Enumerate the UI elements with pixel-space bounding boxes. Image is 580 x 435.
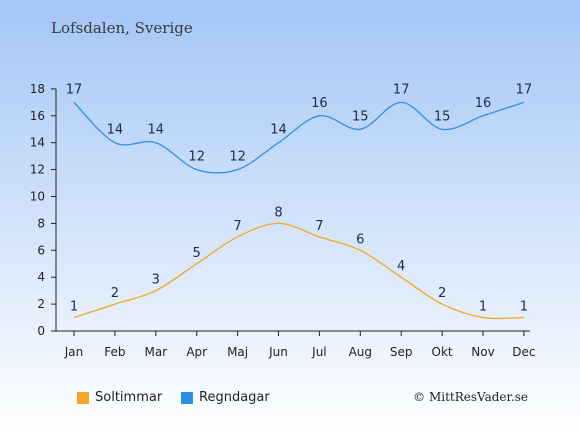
data-label-soltimmar: 8 <box>274 205 282 220</box>
y-tick-label: 14 <box>30 136 45 150</box>
copyright-text: © MittResVader.se <box>413 390 528 404</box>
data-label-soltimmar: 1 <box>70 300 78 315</box>
data-label-soltimmar: 5 <box>193 246 201 261</box>
data-label-regndagar: 15 <box>352 109 369 124</box>
y-tick-label: 10 <box>30 190 45 204</box>
x-tick-label: Mar <box>144 345 167 359</box>
data-label-soltimmar: 4 <box>397 259 405 274</box>
data-label-regndagar: 14 <box>270 123 287 138</box>
legend-swatch-soltimmar <box>77 391 89 404</box>
series-line-regndagar <box>73 101 525 174</box>
y-tick-label: 0 <box>37 324 45 338</box>
data-label-soltimmar: 2 <box>111 286 119 301</box>
data-label-soltimmar: 7 <box>315 219 323 234</box>
legend-swatch-regndagar <box>181 391 193 404</box>
data-label-regndagar: 16 <box>311 96 328 111</box>
data-label-regndagar: 16 <box>475 96 492 111</box>
data-label-regndagar: 12 <box>229 150 246 165</box>
data-label-soltimmar: 2 <box>438 286 446 301</box>
data-label-regndagar: 15 <box>434 109 451 124</box>
series-line-soltimmar <box>73 222 524 320</box>
x-tick-label: Maj <box>227 345 248 359</box>
data-label-regndagar: 17 <box>393 82 410 97</box>
y-tick-label: 6 <box>37 243 45 257</box>
legend-item-soltimmar: Soltimmar <box>77 390 162 405</box>
y-tick-label: 16 <box>30 109 45 123</box>
data-label-soltimmar: 6 <box>356 232 364 247</box>
data-label-regndagar: 17 <box>66 82 83 97</box>
y-tick-label: 18 <box>30 82 45 96</box>
legend-label-soltimmar: Soltimmar <box>95 390 163 405</box>
x-tick-label: Feb <box>104 345 125 359</box>
x-tick-label: Apr <box>186 345 207 359</box>
data-label-soltimmar: 1 <box>520 300 528 315</box>
x-tick-label: Jul <box>311 345 326 359</box>
chart-title: Lofsdalen, Sverige <box>51 19 193 37</box>
data-label-regndagar: 14 <box>107 123 124 138</box>
data-label-soltimmar: 7 <box>233 219 241 234</box>
y-tick-label: 8 <box>37 216 45 230</box>
x-tick-label: Jun <box>268 345 288 359</box>
x-tick-label: Nov <box>471 345 494 359</box>
y-tick-label: 12 <box>30 163 45 177</box>
legend-label-regndagar: Regndagar <box>199 390 270 405</box>
x-tick-label: Sep <box>390 345 413 359</box>
data-label-regndagar: 14 <box>148 123 165 138</box>
y-tick-label: 2 <box>37 297 45 311</box>
data-label-regndagar: 17 <box>516 82 533 97</box>
data-label-soltimmar: 3 <box>152 273 160 288</box>
x-tick-label: Aug <box>349 345 372 359</box>
x-tick-label: Dec <box>512 345 535 359</box>
legend-item-regndagar: Regndagar <box>181 390 270 405</box>
data-label-regndagar: 12 <box>188 150 205 165</box>
x-tick-label: Okt <box>432 345 453 359</box>
data-label-soltimmar: 1 <box>479 300 487 315</box>
x-tick-label: Jan <box>64 345 84 359</box>
y-tick-label: 4 <box>37 270 45 284</box>
